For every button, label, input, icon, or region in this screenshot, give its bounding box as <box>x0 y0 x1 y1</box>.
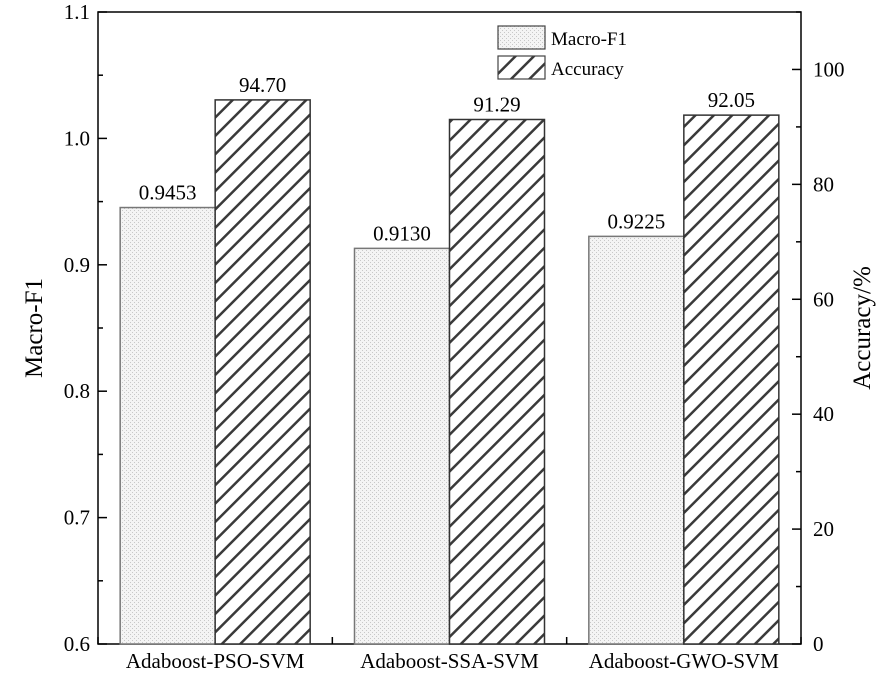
accuracy-bar <box>683 114 780 645</box>
accuracy-value-label: 94.70 <box>239 73 286 97</box>
right-axis-tick-label: 80 <box>813 172 834 196</box>
right-axis-tick-label: 20 <box>813 517 834 541</box>
macro-f1-bar <box>119 206 216 645</box>
macro-f1-value-label: 0.9130 <box>373 221 431 245</box>
left-axis-tick-label: 0.9 <box>64 253 90 277</box>
left-axis-tick-label: 1.1 <box>64 0 90 24</box>
accuracy-value-label: 91.29 <box>473 92 520 116</box>
legend-swatch-accuracy <box>497 55 546 80</box>
macro-f1-value-label: 0.9453 <box>139 181 197 205</box>
legend-swatch-macro-f1 <box>497 25 546 50</box>
plot-area: 0.9453 94.70 0.9130 91.29 0.9225 92.05 0.6 0.7… <box>64 0 845 673</box>
left-axis-title: Macro-F1 <box>21 278 48 378</box>
left-axis-tick-label: 0.8 <box>64 379 90 403</box>
category-label: Adaboost-PSO-SVM <box>126 649 305 673</box>
macro-f1-bar <box>588 235 685 645</box>
right-axis-tick-label: 60 <box>813 287 834 311</box>
accuracy-bar <box>448 118 546 645</box>
category-label: Adaboost-SSA-SVM <box>360 649 539 673</box>
category-label: Adaboost-GWO-SVM <box>589 649 779 673</box>
legend-label-macro-f1: Macro-F1 <box>551 29 627 50</box>
left-axis-tick-label: 1.0 <box>64 126 90 150</box>
left-axis-tick-label: 0.7 <box>64 506 90 530</box>
macro-f1-bar <box>353 247 451 645</box>
macro-f1-value-label: 0.9225 <box>607 209 665 233</box>
left-axis-tick-label: 0.6 <box>64 632 90 656</box>
legend: Macro-F1 Accuracy <box>497 25 627 80</box>
right-axis-tick-label: 0 <box>813 632 824 656</box>
right-axis-title: Accuracy/% <box>849 266 876 390</box>
accuracy-bar <box>214 99 311 645</box>
right-axis-tick-label: 40 <box>813 402 834 426</box>
accuracy-value-label: 92.05 <box>708 88 755 112</box>
right-axis-tick-label: 100 <box>813 57 845 81</box>
legend-label-accuracy: Accuracy <box>551 59 624 80</box>
